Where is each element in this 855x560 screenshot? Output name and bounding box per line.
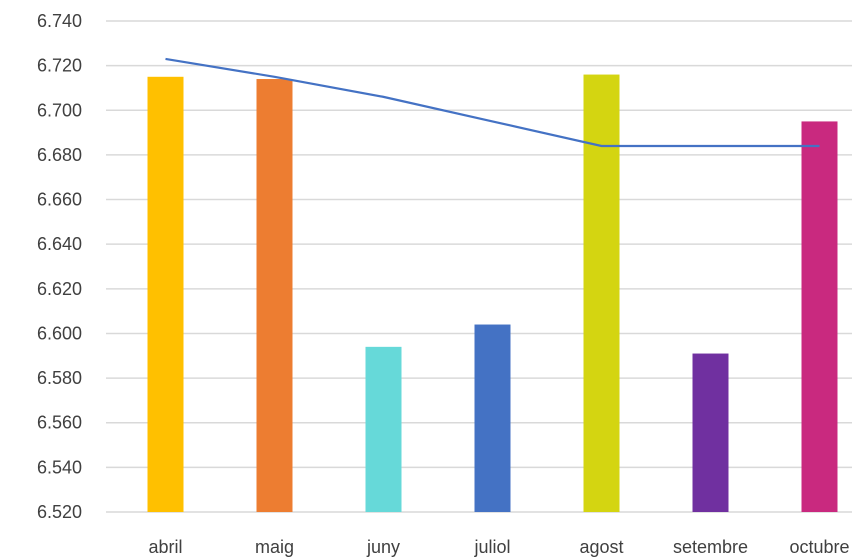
x-tick-label-maig: maig — [255, 537, 294, 557]
bar-octubre — [801, 121, 838, 512]
bar-juliol — [474, 324, 511, 512]
y-axis-tick-labels: 6.740 6.720 6.700 6.680 6.660 6.640 6.620 6.600… — [37, 11, 82, 522]
x-axis-tick-labels: abril maig juny juliol agost setembre octubre — [148, 537, 849, 557]
y-tick-label: 6.520 — [37, 502, 82, 522]
bar-maig — [256, 79, 293, 512]
bars — [147, 74, 838, 513]
y-tick-label: 6.660 — [37, 190, 82, 210]
x-tick-label-octubre: octubre — [789, 537, 849, 557]
x-tick-label-agost: agost — [579, 537, 623, 557]
y-tick-label: 6.640 — [37, 234, 82, 254]
y-tick-label: 6.580 — [37, 368, 82, 388]
y-tick-label: 6.600 — [37, 323, 82, 343]
trend-line — [165, 57, 820, 148]
y-tick-label: 6.540 — [37, 457, 82, 477]
bar-abril — [147, 76, 184, 512]
bar-setembre — [692, 353, 729, 512]
bar-agost — [583, 74, 620, 513]
y-tick-label: 6.680 — [37, 145, 82, 165]
y-tick-label: 6.700 — [37, 100, 82, 120]
x-tick-label-abril: abril — [148, 537, 182, 557]
bar-juny — [365, 346, 402, 512]
y-tick-label: 6.720 — [37, 56, 82, 76]
x-tick-label-juliol: juliol — [473, 537, 510, 557]
x-tick-label-setembre: setembre — [673, 537, 748, 557]
y-tick-label: 6.560 — [37, 413, 82, 433]
x-tick-label-juny: juny — [366, 537, 400, 557]
trend-line-series — [165, 57, 820, 148]
y-tick-label: 6.620 — [37, 279, 82, 299]
y-tick-label: 6.740 — [37, 11, 82, 31]
